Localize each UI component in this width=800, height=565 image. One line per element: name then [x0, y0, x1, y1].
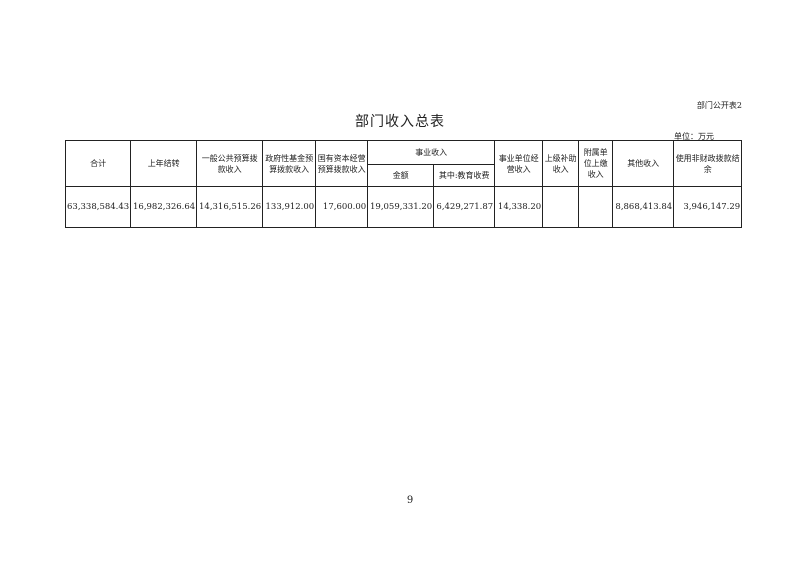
- cell-business-amount: 19,059,331.20: [367, 186, 435, 228]
- header-business-edu-fee: 其中:教育收费: [433, 164, 496, 187]
- cell-unit-operating: 14,338.20: [494, 186, 544, 228]
- header-superior-subsidy: 上级补助收入: [542, 140, 580, 187]
- table-row: 63,338,584.43 16,982,326.64 14,316,515.2…: [64, 186, 743, 228]
- header-non-fiscal-balance: 使用非财政拨款结余: [673, 140, 743, 187]
- page-title: 部门收入总表: [355, 114, 445, 130]
- page-number: 9: [406, 495, 414, 506]
- cell-gov-fund: 133,912.00: [262, 186, 317, 228]
- header-business-income: 事业收入: [367, 140, 496, 165]
- cell-state-capital: 17,600.00: [315, 186, 369, 228]
- cell-carryover: 16,982,326.64: [130, 186, 198, 228]
- header-general-budget: 一般公共预算拨款收入: [196, 140, 264, 187]
- header-unit-operating: 事业单位经营收入: [494, 140, 544, 187]
- cell-non-fiscal-balance: 3,946,147.29: [673, 186, 743, 228]
- cell-general-budget: 14,316,515.26: [196, 186, 264, 228]
- cell-other-income: 8,868,413.84: [612, 186, 675, 228]
- cell-superior-subsidy: [542, 186, 580, 228]
- unit-label: 单位：万元: [674, 132, 714, 141]
- header-gov-fund: 政府性基金预算拨款收入: [262, 140, 317, 187]
- header-business-amount: 金额: [367, 164, 435, 187]
- header-state-capital: 国有资本经营预算拨款收入: [315, 140, 369, 187]
- header-total: 合计: [64, 140, 132, 187]
- header-affiliated-payment: 附属单位上缴收入: [578, 140, 614, 187]
- header-other-income: 其他收入: [612, 140, 675, 187]
- income-table: 合计 上年结转 一般公共预算拨款收入 政府性基金预算拨款收入 国有资本经营预算拨…: [64, 140, 743, 228]
- cell-business-edu-fee: 6,429,271.87: [433, 186, 496, 228]
- header-carryover: 上年结转: [130, 140, 198, 187]
- cell-total: 63,338,584.43: [64, 186, 132, 228]
- cell-affiliated-payment: [578, 186, 614, 228]
- form-number: 部门公开表2: [696, 101, 742, 110]
